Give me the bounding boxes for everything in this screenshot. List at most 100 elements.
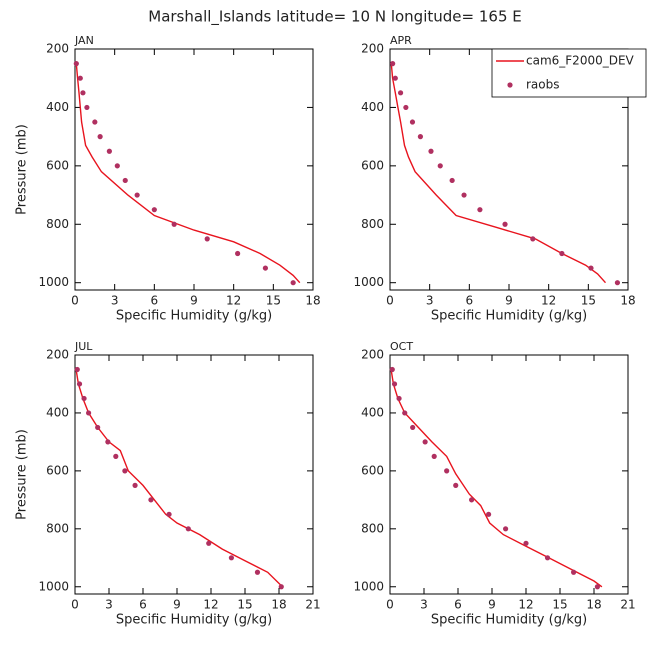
x-tick-label: 15 xyxy=(552,598,567,612)
y-tick-label: 1000 xyxy=(38,275,69,289)
x-tick-label: 18 xyxy=(271,598,286,612)
obs-point xyxy=(81,395,87,402)
y-tick-label: 800 xyxy=(46,217,69,231)
obs-point xyxy=(228,555,234,561)
obs-point xyxy=(396,395,402,402)
panel-label: APR xyxy=(390,34,412,47)
obs-point xyxy=(417,134,424,140)
obs-point xyxy=(235,250,241,257)
obs-point xyxy=(449,177,455,184)
x-axis-label: Specific Humidity (g/kg) xyxy=(116,613,272,628)
obs-point xyxy=(453,482,459,488)
obs-point xyxy=(469,497,475,503)
x-tick-label: 0 xyxy=(71,598,79,612)
obs-point xyxy=(204,236,210,242)
y-tick-label: 600 xyxy=(361,463,384,477)
x-tick-label: 12 xyxy=(518,598,533,612)
x-tick-label: 12 xyxy=(541,294,556,308)
x-tick-label: 0 xyxy=(386,294,394,308)
obs-point xyxy=(477,207,483,213)
obs-point xyxy=(461,192,467,198)
y-tick-label: 200 xyxy=(361,42,384,56)
y-axis-label: Pressure (mb) xyxy=(15,124,30,215)
obs-point xyxy=(86,410,92,416)
x-tick-label: 12 xyxy=(203,598,218,612)
panel-label: JAN xyxy=(74,34,94,47)
x-tick-label: 3 xyxy=(111,294,119,308)
obs-point xyxy=(105,439,111,445)
obs-point xyxy=(409,119,416,125)
y-tick-label: 400 xyxy=(46,100,69,114)
obs-point xyxy=(73,61,79,67)
x-axis-label: Specific Humidity (g/kg) xyxy=(431,309,587,324)
model-line xyxy=(75,369,283,588)
x-tick-label: 21 xyxy=(620,598,635,612)
x-tick-label: 9 xyxy=(190,294,198,308)
x-tick-label: 0 xyxy=(71,294,79,308)
obs-point xyxy=(402,410,408,416)
obs-point xyxy=(134,192,140,198)
obs-point xyxy=(97,134,103,140)
obs-point xyxy=(397,90,404,96)
obs-point xyxy=(422,439,428,445)
y-tick-label: 1000 xyxy=(353,275,384,289)
obs-point xyxy=(391,381,398,387)
obs-point xyxy=(523,540,529,546)
y-tick-label: 800 xyxy=(46,521,69,535)
panel-label: JUL xyxy=(74,340,93,353)
x-tick-label: 9 xyxy=(505,294,513,308)
obs-point xyxy=(403,104,409,111)
obs-point xyxy=(92,119,98,125)
x-axis-label: Specific Humidity (g/kg) xyxy=(431,613,587,628)
obs-point xyxy=(278,584,284,590)
obs-point xyxy=(571,569,577,575)
obs-point xyxy=(77,75,83,81)
model-line xyxy=(75,63,301,284)
plot-frame xyxy=(74,48,314,291)
obs-point xyxy=(262,265,268,271)
y-tick-label: 200 xyxy=(361,348,384,362)
y-tick-label: 400 xyxy=(361,100,384,114)
y-tick-label: 800 xyxy=(361,217,384,231)
obs-point xyxy=(151,207,157,213)
obs-point xyxy=(166,511,172,517)
obs-point xyxy=(544,555,551,561)
legend-label: raobs xyxy=(526,78,560,92)
obs-point xyxy=(206,540,212,546)
obs-point xyxy=(503,526,509,532)
obs-point xyxy=(410,424,416,431)
y-tick-label: 800 xyxy=(361,521,384,535)
obs-point xyxy=(132,482,138,488)
y-axis-label: Pressure (mb) xyxy=(15,429,30,520)
obs-point xyxy=(254,569,261,575)
obs-point xyxy=(392,75,398,81)
x-tick-label: 3 xyxy=(420,598,428,612)
obs-point xyxy=(530,236,536,242)
x-tick-label: 18 xyxy=(305,294,320,308)
legend-marker xyxy=(507,82,513,88)
obs-point xyxy=(95,424,101,431)
x-tick-label: 15 xyxy=(266,294,281,308)
obs-point xyxy=(148,497,154,503)
obs-point xyxy=(76,381,83,387)
legend-box xyxy=(491,48,647,98)
obs-point xyxy=(84,104,90,111)
x-tick-label: 21 xyxy=(305,598,320,612)
y-tick-label: 600 xyxy=(46,158,69,172)
legend-label: cam6_F2000_DEV xyxy=(526,54,635,68)
y-tick-label: 600 xyxy=(361,158,384,172)
obs-point xyxy=(290,280,296,286)
x-tick-label: 6 xyxy=(151,294,159,308)
x-tick-label: 9 xyxy=(173,598,181,612)
obs-point xyxy=(614,280,621,286)
figure-title: Marshall_Islands latitude= 10 N longitud… xyxy=(148,8,521,27)
obs-point xyxy=(390,61,396,67)
x-tick-label: 15 xyxy=(237,598,252,612)
x-tick-label: 3 xyxy=(426,294,434,308)
obs-point xyxy=(114,163,120,169)
model-line xyxy=(390,369,603,588)
obs-point xyxy=(389,366,395,373)
obs-point xyxy=(122,177,128,184)
x-tick-label: 0 xyxy=(386,598,394,612)
